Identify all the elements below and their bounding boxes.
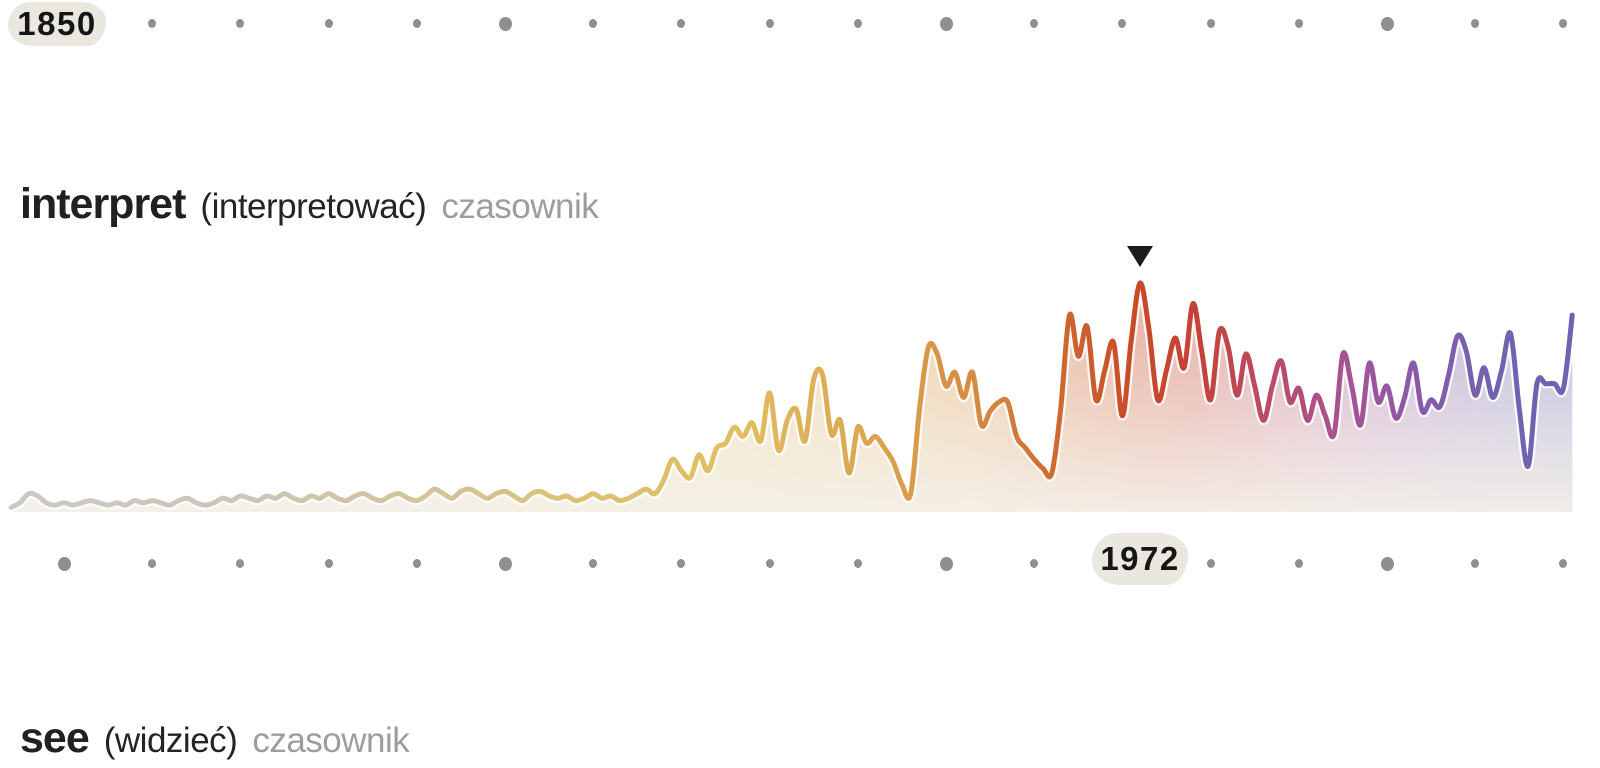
decade-dot-1980 [1206,559,1215,568]
decade-dot-1900 [498,16,512,31]
decade-dot-1990 [1294,19,1303,28]
decade-dot-1980 [1206,19,1215,28]
year-badge-1850: 1850 [8,2,106,46]
decade-dot-2020 [1559,559,1568,568]
decade-dot-1910 [589,19,598,28]
peak-marker-triangle-icon [1127,246,1153,267]
decade-dot-1950 [939,556,953,571]
decade-dot-1990 [1294,559,1303,568]
chart-fade-overlay [11,282,1573,512]
decade-dot-1890 [412,559,421,568]
translation-text: (widzieć) [103,721,238,760]
decade-dot-2020 [1559,19,1568,28]
decade-dot-1850 [57,556,71,571]
decade-dot-1900 [498,556,512,571]
chart-line [8,280,1575,510]
decade-dot-2000 [1380,16,1394,31]
decade-dot-1920 [677,559,686,568]
entry-heading-interpret: interpret (interpretować) czasownik [20,180,599,229]
entry-heading-see: see (widzieć) czasownik [20,714,410,763]
translation-text: (interpretować) [200,187,427,226]
decade-dot-2010 [1471,19,1480,28]
decade-dot-1870 [236,559,245,568]
decade-dot-1960 [1030,19,1039,28]
decade-dot-1860 [148,19,157,28]
decade-dot-2010 [1471,559,1480,568]
decade-dot-1930 [765,19,774,28]
headword: interpret [20,180,186,228]
decade-dot-1920 [677,19,686,28]
decade-dot-1880 [324,19,333,28]
headword: see [20,714,90,762]
decade-dot-1940 [853,19,862,28]
decade-dot-1910 [589,559,598,568]
decade-dot-1970 [1118,19,1127,28]
decade-dot-1880 [324,559,333,568]
decade-dot-1960 [1030,559,1039,568]
decade-dot-1890 [412,19,421,28]
year-badge-1972: 1972 [1092,533,1189,585]
part-of-speech: czasownik [252,721,410,760]
decade-dot-1930 [765,559,774,568]
decade-dot-1950 [939,16,953,31]
decade-dot-1860 [148,559,157,568]
decade-dot-2000 [1380,556,1394,571]
decade-dot-1940 [853,559,862,568]
part-of-speech: czasownik [441,187,599,226]
decade-dot-1870 [236,19,245,28]
